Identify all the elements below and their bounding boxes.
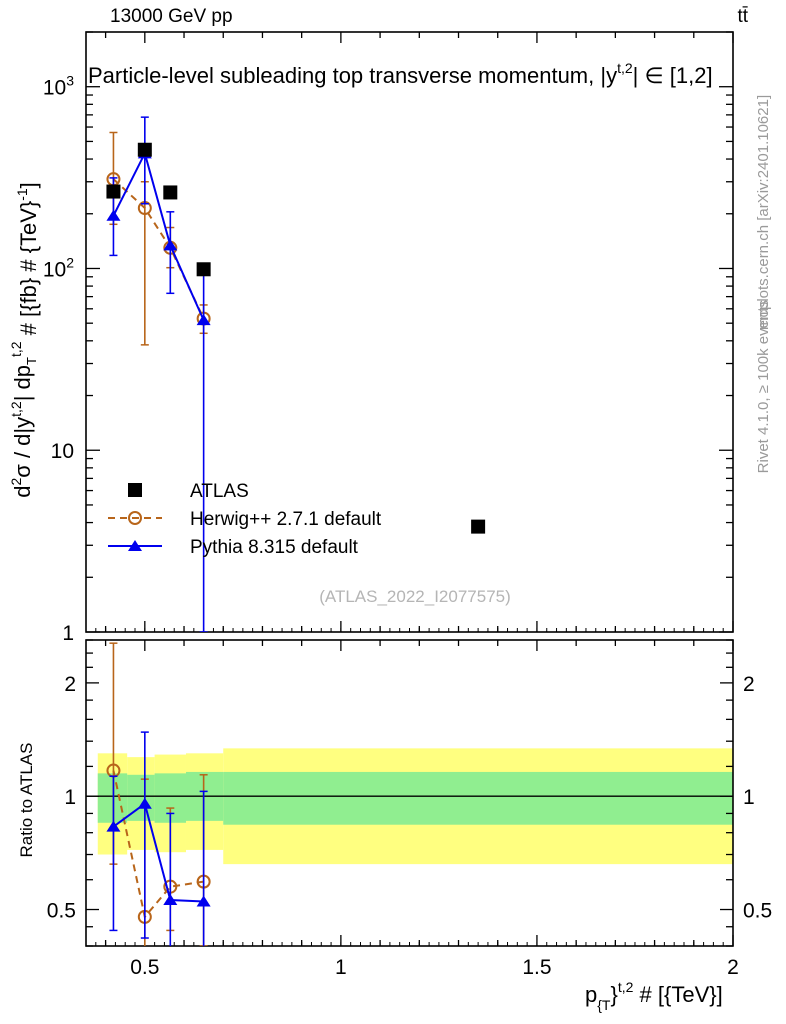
marker-triangle xyxy=(137,797,152,809)
y-axis-label: d2σ / d|yt,2| dpTt,2 # [{fb} # {TeV}-1] xyxy=(8,182,41,498)
y-tick-label: 1 xyxy=(62,622,74,645)
marker-square xyxy=(106,184,121,199)
marker-square xyxy=(128,483,142,497)
header: 13000 GeV pp tt̄ xyxy=(110,6,749,27)
x-axis-label-group: p{T}t,2 # [{TeV}] xyxy=(585,979,723,1013)
ratio-y-tick-label: 1 xyxy=(64,786,76,809)
marker-circle xyxy=(128,511,142,525)
x-tick-label: 0.5 xyxy=(130,956,159,979)
x-tick-label: 1.5 xyxy=(522,956,551,979)
y-tick-label: 102 xyxy=(43,254,74,281)
marker-square xyxy=(471,519,486,534)
ratio-uncertainty-bands xyxy=(86,748,733,865)
legend-item-atlas[interactable]: ATLAS xyxy=(128,481,249,502)
ratio-line xyxy=(112,802,204,903)
series-line xyxy=(112,178,205,320)
band-inner xyxy=(223,771,733,825)
side-text-mcplots: mcplots.cern.ch [arXiv:2401.10621] xyxy=(755,95,772,330)
marker-triangle xyxy=(196,314,211,326)
ratio-series-group xyxy=(106,642,211,946)
ratio-y-tick-label-right: 1 xyxy=(743,786,755,809)
marker-square xyxy=(196,262,211,277)
header-beam-label: 13000 GeV pp xyxy=(110,6,233,27)
y-tick-label: 10 xyxy=(51,440,74,463)
legend-label: Pythia 8.315 default xyxy=(190,537,359,558)
series-herwig++ xyxy=(106,131,211,346)
ratio-y-tick-label-right: 0.5 xyxy=(743,900,772,923)
header-process-label: tt̄ xyxy=(737,6,748,27)
marker-triangle xyxy=(106,820,121,832)
marker-triangle xyxy=(128,540,142,551)
marker-triangle xyxy=(163,239,178,251)
plot-title-group: Particle-level subleading top transverse… xyxy=(88,60,713,88)
watermark-analysis-id: (ATLAS_2022_I2077575) xyxy=(319,587,511,606)
marker-triangle xyxy=(163,893,178,905)
ratio-y-tick-label: 0.5 xyxy=(47,900,76,923)
ratio-y-axis-label: Ratio to ATLAS xyxy=(17,743,36,858)
main-panel-frame: 1 10 102 103 xyxy=(43,31,734,645)
ratio-line xyxy=(112,770,204,920)
ratio-y-tick-label-right: 2 xyxy=(743,673,755,696)
x-tick-label: 2 xyxy=(727,956,739,979)
legend-label: Herwig++ 2.7.1 default xyxy=(190,509,382,530)
marker-triangle xyxy=(106,209,121,221)
series-atlas xyxy=(106,142,486,534)
series-line xyxy=(112,150,205,321)
x-tick-label: 1 xyxy=(335,956,347,979)
y-tick-label: 103 xyxy=(43,73,74,100)
y-axis-label-group: d2σ / d|yt,2| dpTt,2 # [{fb} # {TeV}-1] xyxy=(8,182,41,498)
legend: ATLAS Herwig++ 2.7.1 default Pythia 8.315 … xyxy=(108,481,382,558)
legend-item-pythia[interactable]: Pythia 8.315 default xyxy=(108,537,359,558)
marker-square xyxy=(163,185,178,200)
band-inner xyxy=(97,773,128,823)
side-text-rivet: Rivet 4.1.0, ≥ 100k events xyxy=(755,300,772,473)
x-axis-label: p{T}t,2 # [{TeV}] xyxy=(585,979,723,1013)
ratio-panel-frame: 0.5 1 1.5 2 0.5 0.5 1 1 2 2 xyxy=(47,639,772,979)
ratio-y-tick-label: 2 xyxy=(64,673,76,696)
legend-label: ATLAS xyxy=(190,481,249,502)
axis-frame xyxy=(85,31,734,633)
series-pythia xyxy=(106,116,211,632)
plot-title: Particle-level subleading top transverse… xyxy=(88,60,713,88)
ratio-series-pythia xyxy=(106,731,211,946)
main-series-group xyxy=(106,116,486,632)
legend-item-herwig++[interactable]: Herwig++ 2.7.1 default xyxy=(108,509,382,530)
marker-triangle xyxy=(196,895,211,907)
marker-square xyxy=(137,142,152,157)
